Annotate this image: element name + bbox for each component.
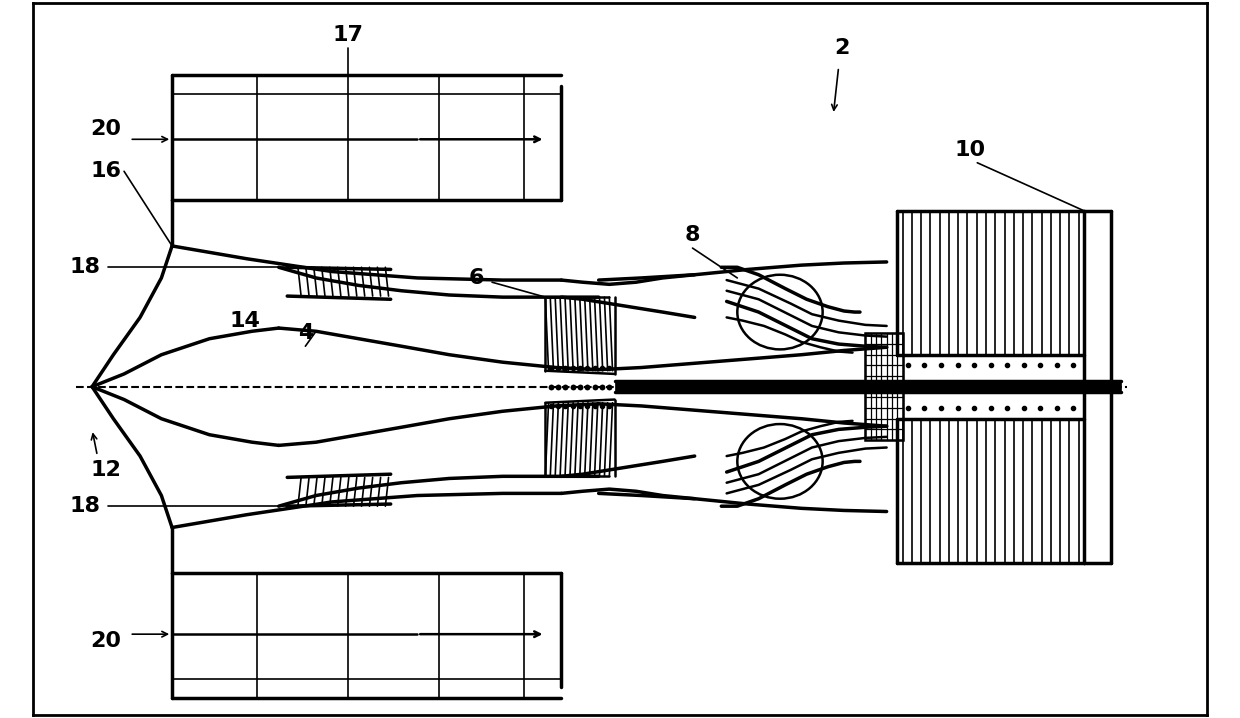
Text: 8: 8 [684, 225, 701, 246]
Text: 18: 18 [69, 496, 100, 516]
Text: 17: 17 [332, 25, 363, 45]
Text: 10: 10 [955, 140, 986, 160]
Text: 6: 6 [469, 268, 484, 288]
Text: 16: 16 [91, 162, 122, 181]
Text: 12: 12 [91, 460, 122, 480]
Text: 18: 18 [69, 257, 100, 277]
Polygon shape [615, 381, 1121, 392]
Text: 20: 20 [91, 118, 122, 139]
Text: 20: 20 [91, 630, 122, 651]
Text: 14: 14 [229, 311, 260, 330]
Text: 4: 4 [298, 323, 312, 343]
Text: 2: 2 [835, 37, 849, 57]
